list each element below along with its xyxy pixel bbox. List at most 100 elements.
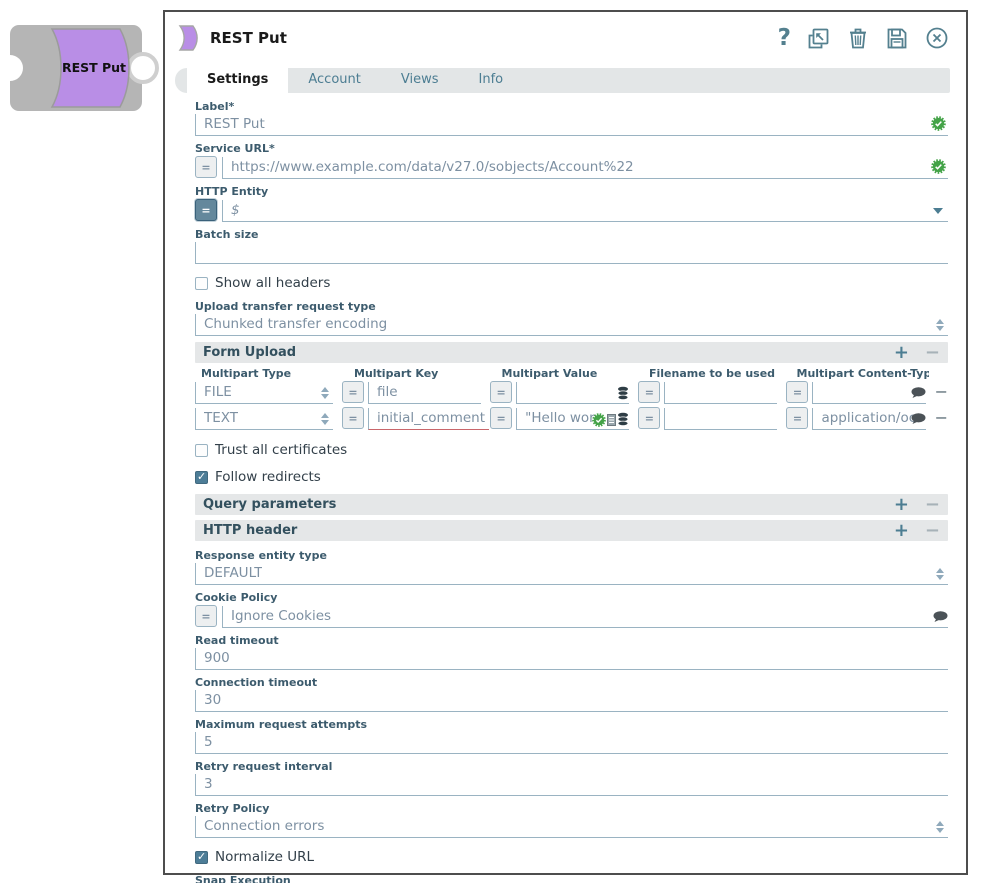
multipart-type-select[interactable]: TEXT (195, 408, 333, 430)
field-http-entity: HTTP Entity = $ (195, 185, 948, 222)
expression-toggle[interactable]: = (638, 407, 661, 429)
save-icon[interactable] (885, 26, 909, 51)
retry-interval-caption: Retry request interval (195, 760, 333, 773)
retry-policy-caption: Retry Policy (195, 802, 270, 815)
http-entity-value: $ (231, 202, 240, 218)
trust-all-certificates-checkbox[interactable] (195, 443, 208, 457)
retry-policy-select[interactable]: Connection errors (195, 816, 948, 838)
spinner-icon[interactable] (321, 387, 329, 399)
follow-redirects-checkbox[interactable] (195, 470, 208, 484)
spinner-icon[interactable] (321, 413, 329, 425)
label-caption: Label* (195, 100, 235, 113)
content-type-input[interactable] (812, 382, 926, 404)
col-multipart-key: Multipart Key (354, 367, 439, 380)
connection-timeout-input[interactable]: 30 (195, 690, 948, 712)
label-input[interactable]: REST Put (195, 114, 948, 136)
show-all-headers-checkbox[interactable] (195, 276, 208, 290)
settings-panel: Label* REST Put Service URL* (165, 93, 966, 883)
multipart-key-input[interactable]: file (368, 382, 482, 404)
expression-toggle[interactable]: = (342, 381, 364, 403)
tab-info[interactable]: Info (478, 72, 504, 87)
expression-toggle-active[interactable]: = (195, 199, 217, 221)
comment-bubble-icon[interactable] (933, 611, 948, 623)
filename-input[interactable] (664, 408, 778, 430)
spinner-icon[interactable] (936, 821, 944, 833)
read-timeout-input[interactable]: 900 (195, 648, 948, 670)
normalize-url-label: Normalize URL (215, 849, 315, 865)
form-upload-header-row: Multipart Type Multipart Key Multipart V… (195, 367, 948, 380)
response-entity-select[interactable]: DEFAULT (195, 563, 948, 585)
add-row-icon[interactable]: + (893, 341, 909, 363)
expression-toggle[interactable]: = (490, 381, 513, 403)
suggest-icon[interactable] (617, 412, 629, 427)
batch-size-input[interactable] (195, 242, 948, 264)
form-upload-title: Form Upload (203, 345, 297, 360)
expression-toggle[interactable]: = (786, 381, 809, 403)
help-icon[interactable]: ? (777, 24, 791, 51)
form-upload-table: Multipart Type Multipart Key Multipart V… (195, 367, 948, 430)
delete-row-icon[interactable]: − (934, 408, 949, 427)
section-http-header: HTTP header + − (195, 520, 948, 541)
connection-timeout-caption: Connection timeout (195, 676, 318, 689)
cookie-policy-input[interactable]: Ignore Cookies (222, 606, 948, 628)
field-connection-timeout: Connection timeout 30 (195, 676, 948, 712)
dialog-actions: ? (778, 25, 950, 51)
snap-node-rest-put[interactable]: REST Put (8, 20, 160, 116)
trust-all-certificates-label: Trust all certificates (215, 442, 348, 458)
comment-bubble-icon[interactable] (911, 413, 926, 425)
expression-toggle[interactable]: = (195, 605, 217, 627)
http-header-title: HTTP header (203, 523, 298, 538)
multipart-value-input[interactable] (516, 382, 630, 404)
http-entity-caption: HTTP Entity (195, 185, 269, 198)
content-type-value: application/oc (821, 410, 917, 426)
follow-redirects-label: Follow redirects (215, 469, 321, 485)
document-icon[interactable] (607, 413, 617, 426)
tab-account[interactable]: Account (308, 72, 361, 87)
retry-interval-input[interactable]: 3 (195, 774, 948, 796)
filename-input[interactable] (664, 382, 778, 404)
delete-icon[interactable] (846, 26, 870, 51)
remove-row-icon[interactable]: − (924, 341, 940, 363)
snap-execution-caption: Snap Execution (195, 874, 291, 883)
read-timeout-value: 900 (204, 650, 230, 666)
expression-toggle[interactable]: = (786, 407, 809, 429)
expression-toggle[interactable]: = (638, 381, 661, 403)
delete-row-icon[interactable]: − (934, 382, 949, 401)
query-parameters-title: Query parameters (203, 497, 337, 512)
snap-output-port[interactable] (127, 52, 159, 84)
comment-bubble-icon[interactable] (911, 387, 926, 399)
add-row-icon[interactable]: + (893, 519, 909, 541)
show-all-headers-label: Show all headers (215, 275, 331, 291)
field-service-url: Service URL* = https://www.example.com/d… (195, 142, 948, 179)
multipart-type-select[interactable]: FILE (195, 382, 333, 404)
section-form-upload: Form Upload + − (195, 342, 948, 363)
form-upload-row: FILE = file = (195, 381, 948, 404)
row-trust-all-certificates: Trust all certificates (195, 442, 948, 458)
expression-toggle[interactable]: = (195, 156, 217, 178)
expression-toggle[interactable]: = (490, 407, 513, 429)
dropdown-arrow-icon[interactable] (933, 208, 943, 214)
normalize-url-checkbox[interactable] (195, 850, 208, 864)
content-type-input[interactable]: application/oc (812, 408, 926, 430)
remove-row-icon[interactable]: − (924, 493, 940, 515)
multipart-key-input[interactable]: initial_comment (368, 408, 490, 430)
upload-transfer-select[interactable]: Chunked transfer encoding (195, 314, 948, 336)
spinner-icon[interactable] (936, 319, 944, 331)
open-in-new-icon[interactable] (806, 26, 831, 51)
max-attempts-input[interactable]: 5 (195, 732, 948, 754)
multipart-value-input[interactable]: "Hello wor (516, 408, 630, 430)
tab-views[interactable]: Views (400, 72, 439, 87)
http-entity-input[interactable]: $ (222, 200, 948, 222)
max-attempts-caption: Maximum request attempts (195, 718, 368, 731)
field-maximum-request-attempts: Maximum request attempts 5 (195, 718, 948, 754)
spinner-icon[interactable] (936, 568, 944, 580)
suggest-icon[interactable] (617, 386, 629, 401)
service-url-input[interactable]: https://www.example.com/data/v27.0/sobje… (222, 157, 948, 179)
close-icon[interactable] (924, 25, 950, 51)
tab-settings[interactable]: Settings (187, 68, 289, 93)
snap-shape (50, 28, 130, 108)
add-row-icon[interactable]: + (893, 493, 909, 515)
remove-row-icon[interactable]: − (924, 519, 940, 541)
field-retry-request-interval: Retry request interval 3 (195, 760, 948, 796)
expression-toggle[interactable]: = (342, 407, 364, 429)
